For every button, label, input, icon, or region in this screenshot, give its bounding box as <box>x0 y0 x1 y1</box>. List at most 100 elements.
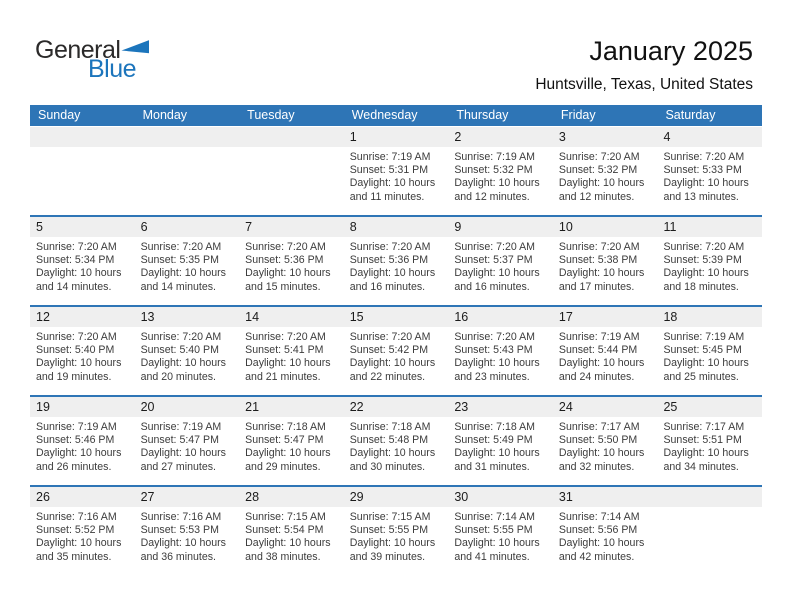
day-info-line: Sunrise: 7:14 AM <box>454 511 535 523</box>
weekday-label-wednesday: Wednesday <box>351 108 418 122</box>
day-info-line: Daylight: 10 hours <box>349 267 436 280</box>
day-cell-5: Sunrise: 7:20 AM Sunset: 5:34 PM Daylight:… <box>30 237 135 305</box>
day-info-line: Sunset: 5:36 PM <box>349 254 429 267</box>
day-info-line: and 22 minutes. <box>349 370 426 383</box>
day-info-line: Sunrise: 7:14 AM <box>558 511 640 523</box>
day-cell-3: Sunrise: 7:20 AM Sunset: 5:32 PM Daylight:… <box>553 147 658 215</box>
day-info-line: Sunset: 5:41 PM <box>245 344 324 357</box>
empty-day-cell <box>30 147 135 215</box>
day-info-line: Daylight: 10 hours <box>454 537 540 550</box>
day-number-20: 20 <box>140 400 155 414</box>
day-number-7: 7 <box>245 220 253 234</box>
location-subtitle: Huntsville, Texas, United States <box>535 76 753 93</box>
day-cell-17: Sunrise: 7:19 AM Sunset: 5:44 PM Daylight:… <box>553 327 658 395</box>
day-info-line: Sunset: 5:52 PM <box>36 524 115 537</box>
week-row: 5 6 7 8 9 10 11 Sunrise: 7:20 AM Sunset: 5:34 PM… <box>30 215 762 305</box>
day-info-line: Daylight: 10 hours <box>349 357 436 370</box>
day-cell-4: Sunrise: 7:20 AM Sunset: 5:33 PM Daylight:… <box>657 147 762 215</box>
day-number-29: 29 <box>349 490 364 504</box>
day-info-line: Daylight: 10 hours <box>140 267 226 280</box>
day-cell-19: Sunrise: 7:19 AM Sunset: 5:46 PM Daylight:… <box>30 417 135 485</box>
weekday-label-friday: Friday <box>560 108 596 122</box>
day-info-line: Sunrise: 7:20 AM <box>245 331 326 343</box>
week-row: 1 2 3 4 Sunrise: 7:19 AM Sunset: 5:31 PM Dayli… <box>30 127 762 215</box>
day-info-line: Sunset: 5:51 PM <box>663 434 742 447</box>
day-info-line: Daylight: 10 hours <box>36 357 122 370</box>
day-number-12: 12 <box>36 310 50 324</box>
day-number-17: 17 <box>558 310 573 324</box>
weekday-label-monday: Monday <box>142 108 188 122</box>
day-info-line: Daylight: 10 hours <box>245 537 331 550</box>
day-cell-23: Sunrise: 7:18 AM Sunset: 5:49 PM Daylight:… <box>448 417 553 485</box>
day-cell-14: Sunrise: 7:20 AM Sunset: 5:41 PM Daylight:… <box>239 327 344 395</box>
day-cell-28: Sunrise: 7:15 AM Sunset: 5:54 PM Daylight:… <box>239 507 344 575</box>
day-cell-29: Sunrise: 7:15 AM Sunset: 5:55 PM Daylight:… <box>344 507 449 575</box>
day-number-band: 1 2 3 4 <box>30 127 762 147</box>
day-info-line: Sunrise: 7:15 AM <box>349 511 431 523</box>
day-number-21: 21 <box>245 400 260 414</box>
day-info-line: Sunrise: 7:19 AM <box>140 421 222 433</box>
day-number-band: 26 27 28 29 30 31 <box>30 487 762 507</box>
day-cell-2: Sunrise: 7:19 AM Sunset: 5:32 PM Daylight:… <box>448 147 553 215</box>
day-info-line: Sunrise: 7:20 AM <box>36 241 117 253</box>
day-info-line: and 14 minutes. <box>140 280 216 293</box>
day-info-line: Daylight: 10 hours <box>558 447 645 460</box>
day-cell-18: Sunrise: 7:19 AM Sunset: 5:45 PM Daylight:… <box>657 327 762 395</box>
day-info-line: and 41 minutes. <box>454 550 530 563</box>
day-info-line: and 31 minutes. <box>454 460 530 473</box>
day-info-line: Sunset: 5:35 PM <box>140 254 219 267</box>
day-info-line: and 15 minutes. <box>245 280 321 293</box>
day-info-line: Sunset: 5:47 PM <box>245 434 324 447</box>
day-content-band: Sunrise: 7:19 AM Sunset: 5:31 PM Daylight:… <box>30 147 762 215</box>
day-info-line: Sunrise: 7:17 AM <box>663 421 745 433</box>
day-info-line: Sunset: 5:55 PM <box>349 524 429 537</box>
day-info-line: Sunset: 5:31 PM <box>349 164 429 177</box>
day-info-line: Sunset: 5:40 PM <box>140 344 219 357</box>
day-number-26: 26 <box>36 490 50 504</box>
day-info-line: Sunrise: 7:17 AM <box>558 421 640 433</box>
day-number-13: 13 <box>140 310 155 324</box>
weekday-label-tuesday: Tuesday <box>247 108 295 122</box>
day-info-line: and 16 minutes. <box>349 280 426 293</box>
day-info-line: and 23 minutes. <box>454 370 530 383</box>
empty-day-number <box>135 127 240 147</box>
day-info-line: Sunrise: 7:19 AM <box>663 331 745 343</box>
day-info-line: Daylight: 10 hours <box>140 537 226 550</box>
day-info-line: and 35 minutes. <box>36 550 112 563</box>
day-cell-25: Sunrise: 7:17 AM Sunset: 5:51 PM Daylight:… <box>657 417 762 485</box>
day-cell-1: Sunrise: 7:19 AM Sunset: 5:31 PM Daylight:… <box>344 147 449 215</box>
day-info-line: and 16 minutes. <box>454 280 530 293</box>
day-content-band: Sunrise: 7:20 AM Sunset: 5:34 PM Daylight:… <box>30 237 762 305</box>
day-cell-8: Sunrise: 7:20 AM Sunset: 5:36 PM Daylight:… <box>344 237 449 305</box>
day-info-line: Daylight: 10 hours <box>140 357 226 370</box>
day-info-line: and 25 minutes. <box>663 370 739 383</box>
weekday-header-row: Sunday Monday Tuesday Wednesday Thursday Frid… <box>30 105 762 126</box>
day-info-line: Daylight: 10 hours <box>558 177 645 190</box>
empty-day-number <box>657 487 762 507</box>
day-info-line: Sunrise: 7:18 AM <box>245 421 326 433</box>
day-info-line: Sunset: 5:54 PM <box>245 524 324 537</box>
day-cell-22: Sunrise: 7:18 AM Sunset: 5:48 PM Daylight:… <box>344 417 449 485</box>
day-info-line: Sunset: 5:44 PM <box>558 344 638 357</box>
day-number-28: 28 <box>245 490 260 504</box>
day-cell-6: Sunrise: 7:20 AM Sunset: 5:35 PM Daylight:… <box>135 237 240 305</box>
weeks-container: 1 2 3 4 Sunrise: 7:19 AM Sunset: 5:31 PM Dayli… <box>30 127 762 575</box>
day-info-line: and 26 minutes. <box>36 460 112 473</box>
week-row: 12 13 14 15 16 17 18 Sunrise: 7:20 AM Sunset: 5:… <box>30 305 762 395</box>
day-info-line: Daylight: 10 hours <box>36 447 122 460</box>
day-info-line: Daylight: 10 hours <box>349 447 436 460</box>
day-info-line: Daylight: 10 hours <box>558 537 645 550</box>
day-info-line: Sunrise: 7:19 AM <box>454 151 535 163</box>
day-cell-16: Sunrise: 7:20 AM Sunset: 5:43 PM Daylight:… <box>448 327 553 395</box>
day-info-line: Sunset: 5:42 PM <box>349 344 429 357</box>
day-info-line: Daylight: 10 hours <box>349 537 436 550</box>
weekday-label-thursday: Thursday <box>456 108 509 122</box>
day-info-line: Daylight: 10 hours <box>349 177 436 190</box>
day-info-line: Sunset: 5:38 PM <box>558 254 638 267</box>
day-info-line: Sunrise: 7:19 AM <box>36 421 117 433</box>
day-info-line: Daylight: 10 hours <box>558 357 645 370</box>
day-cell-27: Sunrise: 7:16 AM Sunset: 5:53 PM Daylight:… <box>135 507 240 575</box>
day-number-31: 31 <box>558 490 573 504</box>
day-info-line: and 27 minutes. <box>140 460 216 473</box>
day-number-19: 19 <box>36 400 50 414</box>
